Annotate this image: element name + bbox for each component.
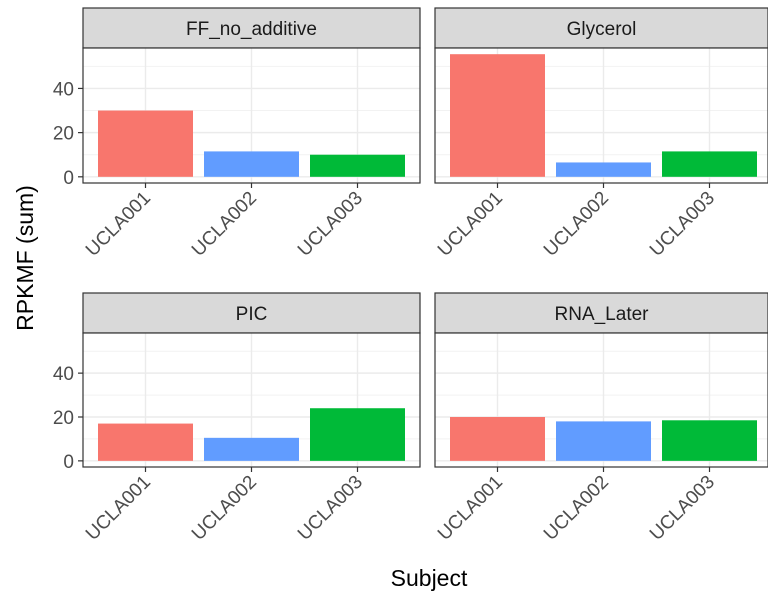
y-tick-label: 0	[63, 452, 74, 473]
facet-title: PIC	[236, 304, 268, 325]
bar-pic-ucla001	[98, 423, 193, 461]
bar-ff-no-additive-ucla003	[310, 154, 405, 177]
facet-strip	[434, 7, 768, 49]
facet-title: RNA_Later	[555, 304, 650, 325]
bar-glycerol-ucla001	[450, 54, 545, 177]
x-tick-label: UCLA002	[540, 472, 613, 545]
y-axis-title: RPKMF (sum)	[12, 185, 38, 331]
x-tick-label: UCLA001	[434, 472, 507, 545]
x-tick-label: UCLA003	[294, 188, 367, 261]
bar-pic-ucla002	[204, 437, 299, 461]
x-tick-label: UCLA001	[82, 472, 155, 545]
x-axis-title: Subject	[391, 565, 468, 591]
bar-ff-no-additive-ucla001	[98, 110, 193, 177]
bar-rna-later-ucla001	[450, 416, 545, 461]
facet-title: Glycerol	[567, 19, 637, 40]
y-tick-label: 20	[53, 408, 74, 429]
facet-panel-rna-later: RNA_Later UCLA001 UCLA002 UCLA003	[434, 292, 768, 545]
x-tick-label: UCLA001	[434, 188, 507, 261]
bar-pic-ucla003	[310, 408, 405, 461]
panel-border	[434, 332, 768, 468]
bar-ff-no-additive-ucla002	[204, 151, 299, 177]
y-tick-label: 20	[53, 124, 74, 145]
x-tick-label: UCLA002	[188, 188, 261, 261]
facet-title: FF_no_additive	[186, 19, 317, 40]
facet-strip	[82, 292, 421, 334]
facet-panel-pic: PIC 0 20 40 UCLA001 UCLA002 UCLA003	[53, 292, 421, 545]
bar-rna-later-ucla002	[556, 421, 651, 461]
x-tick-label: UCLA003	[646, 188, 719, 261]
x-tick-label: UCLA001	[82, 188, 155, 261]
facet-panel-ff-no-additive: FF_no_additive 0 20 40 UCLA001 UCLA002 UCLA003	[53, 7, 421, 261]
x-tick-label: UCLA002	[540, 188, 613, 261]
bar-rna-later-ucla003	[662, 420, 757, 461]
facet-panel-glycerol: Glycerol UCLA001 UCLA002 UCLA003	[434, 7, 768, 261]
y-tick-label: 40	[53, 79, 74, 100]
bar-glycerol-ucla003	[662, 151, 757, 177]
x-tick-label: UCLA002	[188, 472, 261, 545]
x-tick-label: UCLA003	[646, 472, 719, 545]
facet-strip	[82, 7, 421, 49]
y-tick-label: 40	[53, 364, 74, 385]
x-tick-label: UCLA003	[294, 472, 367, 545]
bar-glycerol-ucla002	[556, 162, 651, 177]
panel-border	[434, 47, 768, 184]
y-tick-label: 0	[63, 168, 74, 189]
